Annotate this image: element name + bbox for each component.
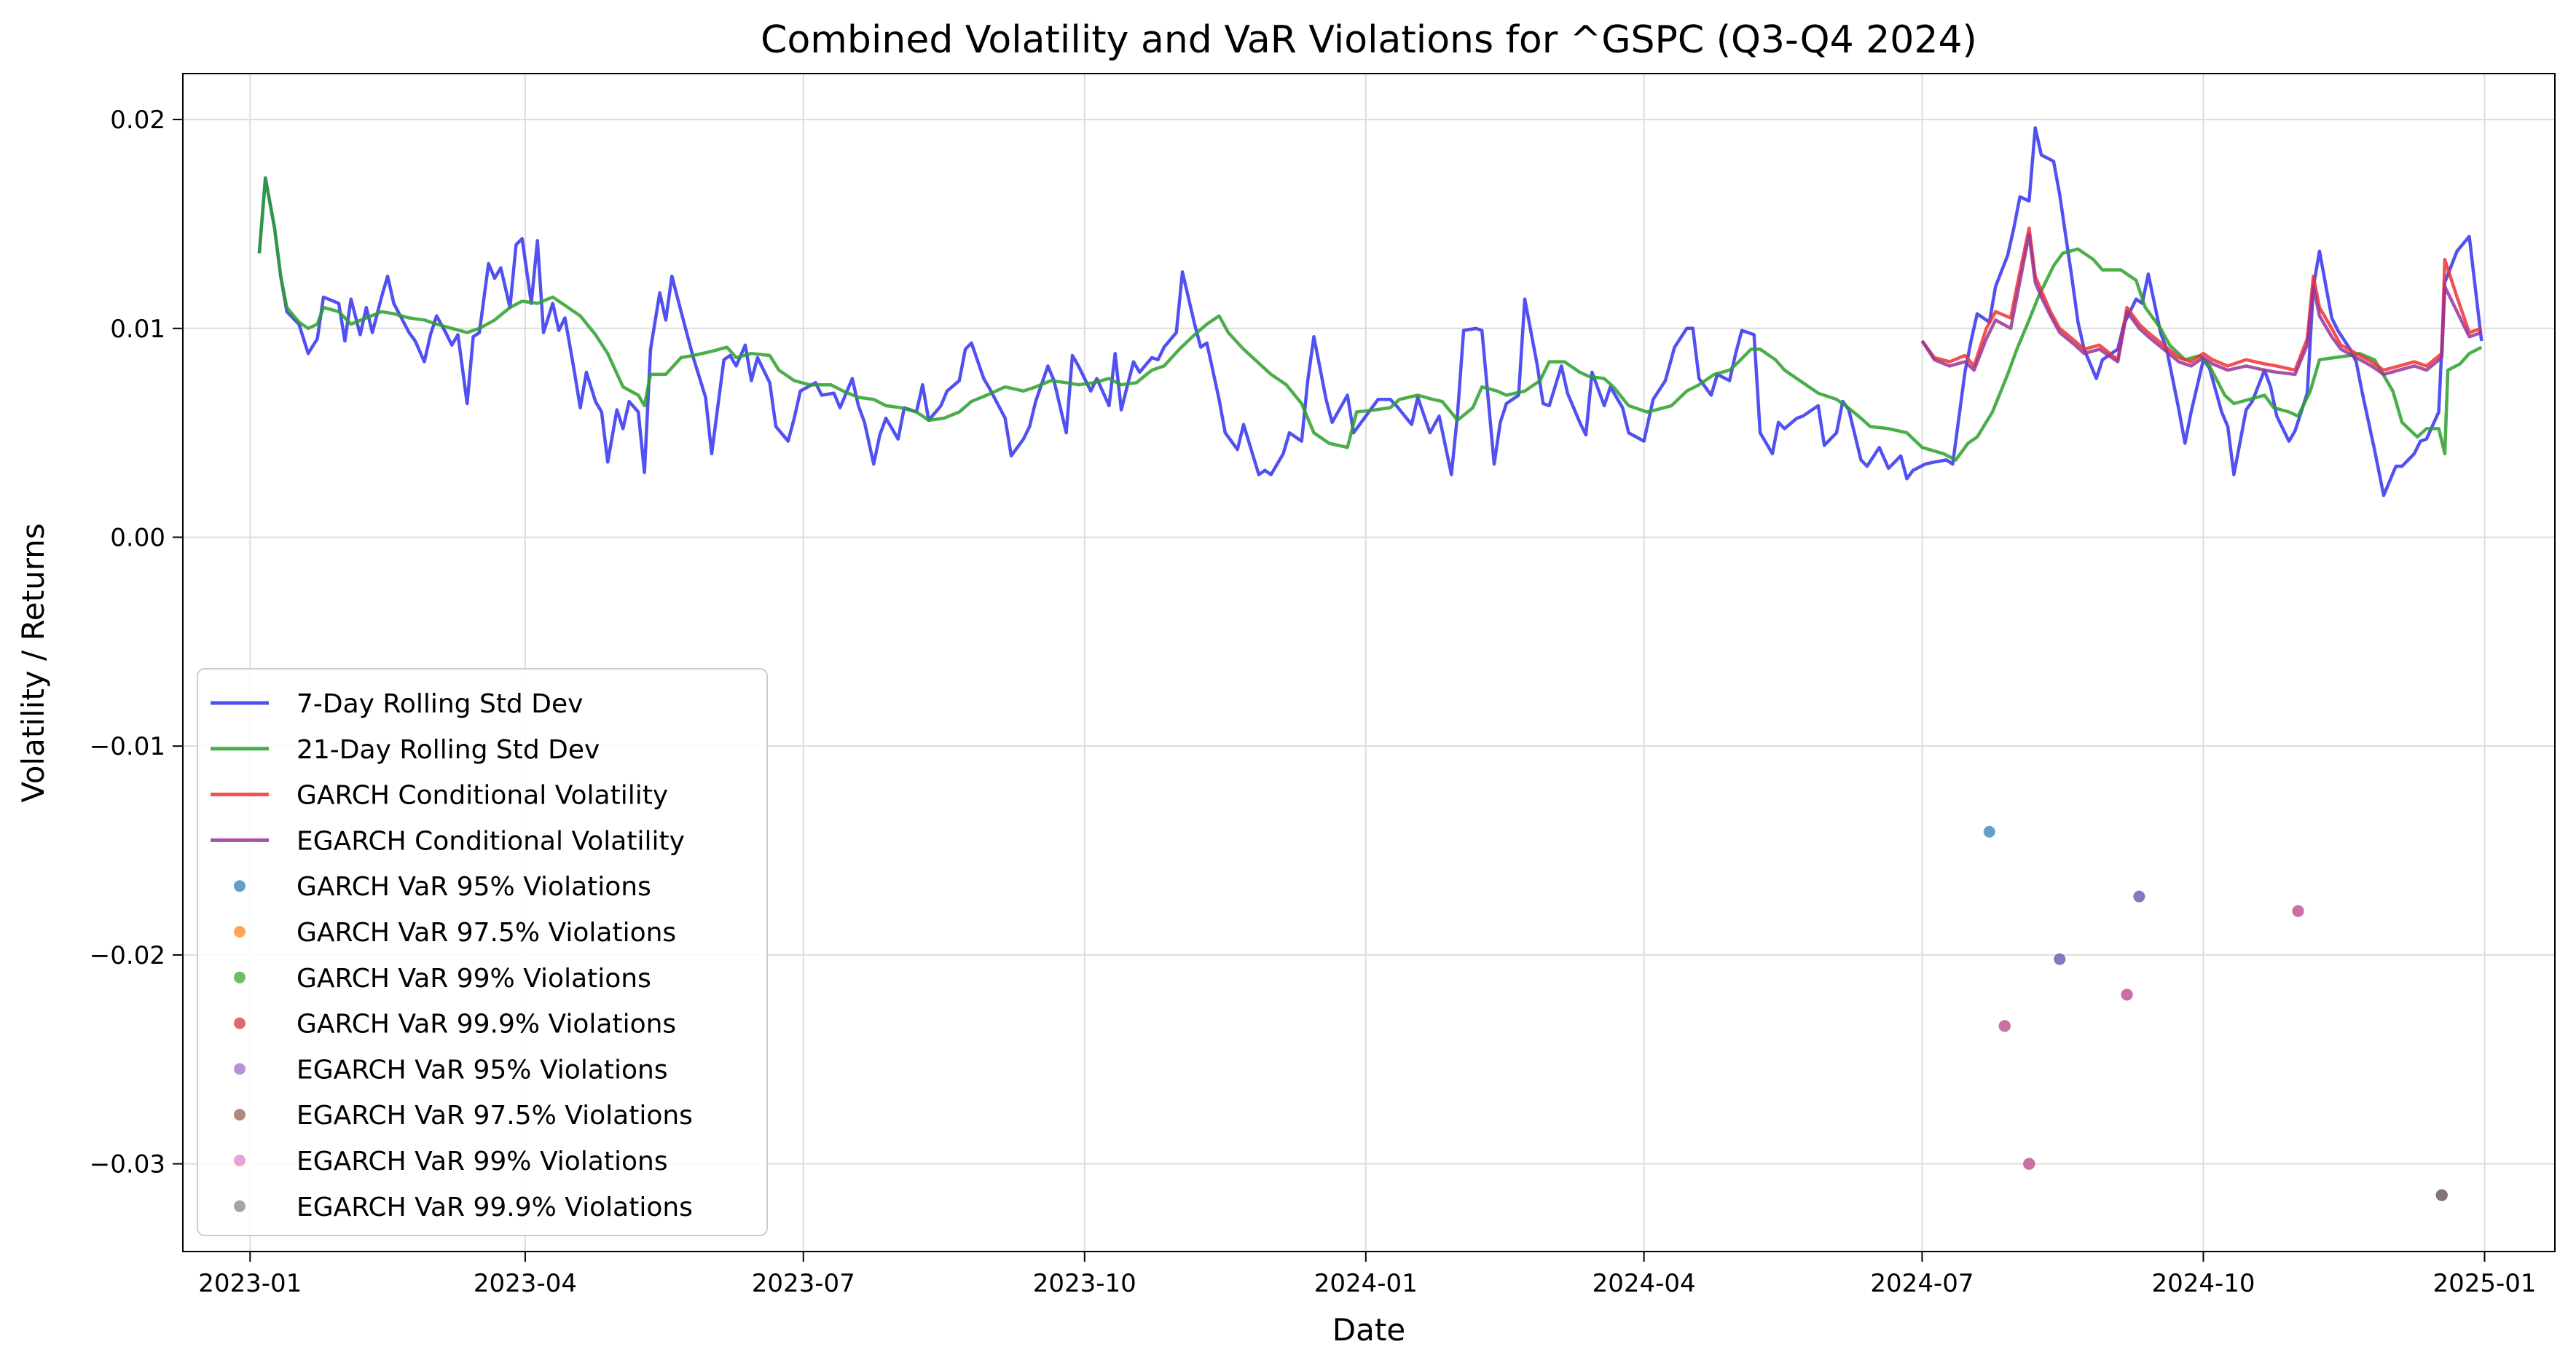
legend-label: GARCH VaR 97.5% Violations (297, 918, 676, 948)
y-tick-label: −0.03 (90, 1150, 165, 1179)
series-line-0 (257, 126, 2483, 498)
violation-point (2292, 905, 2304, 917)
violation-markers (1983, 825, 2448, 1201)
legend-marker-swatch (234, 1109, 246, 1121)
x-axis: 2023-01 2023-04 2023-07 2023-10 2024-01 2024-… (198, 1252, 2537, 1298)
y-tick-label: −0.01 (90, 732, 165, 761)
x-tick-label: 2023-07 (752, 1269, 855, 1298)
x-tick-label: 2024-10 (2151, 1269, 2255, 1298)
legend-label: EGARCH VaR 95% Violations (297, 1055, 668, 1085)
x-tick-label: 2023-04 (474, 1269, 577, 1298)
x-tick-label: 2024-04 (1593, 1269, 1696, 1298)
legend-marker-swatch (234, 1017, 246, 1029)
legend-marker-swatch (234, 880, 246, 892)
legend-label: 7-Day Rolling Std Dev (297, 689, 583, 719)
legend-label: EGARCH Conditional Volatility (297, 826, 685, 856)
x-axis-label: Date (1332, 1312, 1405, 1348)
x-tick-label: 2024-07 (1870, 1269, 1974, 1298)
violation-point (1983, 825, 1995, 838)
x-tick-label: 2025-01 (2432, 1269, 2536, 1298)
legend-label: GARCH VaR 95% Violations (297, 872, 651, 902)
legend-label: GARCH Conditional Volatility (297, 781, 668, 811)
legend-marker-swatch (234, 926, 246, 938)
y-axis-label: Volatility / Returns (15, 523, 51, 802)
legend-label: 21-Day Rolling Std Dev (297, 735, 600, 765)
legend-label: EGARCH VaR 99% Violations (297, 1147, 668, 1176)
legend-label: GARCH VaR 99% Violations (297, 964, 651, 994)
y-tick-label: 0.01 (110, 315, 165, 344)
violation-point (2121, 989, 2133, 1001)
legend-marker-swatch (234, 1063, 246, 1075)
series-line-1 (257, 176, 2483, 462)
x-tick-label: 2023-01 (198, 1269, 302, 1298)
series-line-2 (1920, 226, 2483, 372)
x-tick-label: 2024-01 (1314, 1269, 1418, 1298)
legend-box (197, 668, 768, 1236)
legend-marker-swatch (234, 1155, 246, 1166)
violation-point (2435, 1189, 2448, 1201)
legend-marker-swatch (234, 1200, 246, 1212)
legend: 7-Day Rolling Std Dev 21-Day Rolling Std … (197, 668, 768, 1236)
x-tick-label: 2023-10 (1033, 1269, 1136, 1298)
y-tick-label: 0.00 (110, 523, 165, 552)
series-line-3 (1920, 232, 2483, 377)
legend-label: EGARCH VaR 97.5% Violations (297, 1101, 693, 1131)
legend-items: 7-Day Rolling Std Dev 21-Day Rolling Std … (211, 689, 693, 1222)
violation-point (2023, 1158, 2035, 1170)
violation-point (1998, 1020, 2011, 1032)
chart-title: Combined Volatility and VaR Violations f… (761, 18, 1977, 62)
plot-area (257, 126, 2483, 498)
violation-point (2054, 953, 2066, 965)
legend-label: GARCH VaR 99.9% Violations (297, 1010, 676, 1040)
plot-frame (182, 73, 2556, 1252)
y-tick-label: −0.02 (90, 941, 165, 970)
y-tick-label: 0.02 (110, 106, 165, 135)
violation-point (2133, 890, 2145, 903)
legend-marker-swatch (234, 971, 246, 983)
y-axis: 0.02 0.01 0.00 −0.01 −0.02 −0.03 (90, 106, 183, 1179)
legend-label: EGARCH VaR 99.9% Violations (297, 1193, 693, 1222)
